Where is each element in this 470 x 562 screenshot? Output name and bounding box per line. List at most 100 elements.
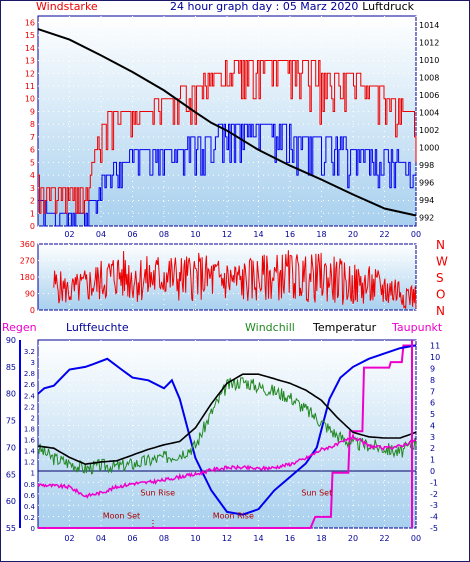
wind-tick-label: 5 xyxy=(30,158,35,167)
temperatur-label: Temperatur xyxy=(312,321,377,334)
astro-annotation: Sun Set xyxy=(301,489,332,498)
temp-tick-label: 11 xyxy=(430,342,440,351)
temp-tick-label: 8 xyxy=(430,376,435,385)
wind-tick-label: 7 xyxy=(30,133,35,142)
hour-tick-label: 10 xyxy=(190,230,200,239)
windstarke-mean-line xyxy=(38,123,416,227)
humidity-tick-label: 70 xyxy=(6,443,16,452)
windrichtung-line xyxy=(53,250,417,309)
direction-tick-label: 0 xyxy=(30,306,35,315)
pressure-tick-label: 1002 xyxy=(419,126,439,135)
temp-tick-label: 10 xyxy=(430,353,440,362)
humidity-tick-label: 85 xyxy=(6,363,16,372)
pressure-tick-label: 992 xyxy=(419,213,434,222)
windstarke-gust-line xyxy=(38,60,417,214)
rain-tick-label: 2.2 xyxy=(24,403,35,411)
astro-annotation: Moon Rise xyxy=(213,511,254,520)
temp-tick-label: 4 xyxy=(430,421,435,430)
direction-tick-label: 180 xyxy=(20,273,35,282)
taupunkt-label: Taupunkt xyxy=(391,321,443,334)
rain-tick-label: 2 xyxy=(31,414,35,422)
wind-pressure-panel: 0123456789101112131415169929949969981000… xyxy=(25,0,440,239)
hour-tick-label: 16 xyxy=(285,534,295,543)
compass-label: O xyxy=(436,288,445,302)
windstarke-label: Windstarke xyxy=(36,0,98,13)
rain-tick-label: 1.4 xyxy=(24,448,36,456)
wind-tick-label: 14 xyxy=(25,44,35,53)
temp-tick-label: 7 xyxy=(430,387,435,396)
wind-tick-label: 10 xyxy=(25,95,35,104)
regen-line xyxy=(38,344,416,529)
rain-tick-label: 2.8 xyxy=(24,370,35,378)
compass-label: N xyxy=(436,304,445,318)
wind-tick-label: 9 xyxy=(30,107,35,116)
compass-label: N xyxy=(436,238,445,252)
humidity-tick-label: 55 xyxy=(6,524,16,533)
hour-tick-label: 04 xyxy=(96,534,106,543)
chart-title: 24 hour graph day : 05 Marz 2020 xyxy=(170,0,358,13)
wind-tick-label: 12 xyxy=(25,69,35,78)
hour-tick-label: 22 xyxy=(379,230,389,239)
hour-tick-label: 16 xyxy=(285,230,295,239)
rain-tick-label: 3 xyxy=(31,359,35,367)
luftdruck-label: Luftdruck xyxy=(362,0,414,13)
rain-tick-label: 2.6 xyxy=(24,381,36,389)
hour-tick-label: 04 xyxy=(96,230,106,239)
temperatur-line xyxy=(37,373,417,466)
pressure-tick-label: 1000 xyxy=(419,143,439,152)
temp-tick-label: -2 xyxy=(430,490,438,499)
hour-tick-label: 10 xyxy=(190,534,200,543)
windchill-label: Windchill xyxy=(245,321,295,334)
humidity-tick-label: 65 xyxy=(6,470,16,479)
hour-tick-label: 02 xyxy=(64,534,74,543)
wind-tick-label: 1 xyxy=(30,209,35,218)
rain-tick-label: 0.8 xyxy=(24,481,35,489)
wind-tick-label: 13 xyxy=(25,57,35,66)
temp-tick-label: 6 xyxy=(430,399,435,408)
hour-tick-label: 08 xyxy=(159,230,169,239)
hour-tick-label: 08 xyxy=(159,534,169,543)
humidity-tick-label: 90 xyxy=(6,336,16,345)
temp-tick-label: 0 xyxy=(430,467,435,476)
hour-tick-label: 12 xyxy=(222,534,232,543)
rain-tick-label: 0.6 xyxy=(24,492,36,500)
hour-tick-label: 12 xyxy=(222,230,232,239)
rain-tick-label: 3.2 xyxy=(24,348,35,356)
wind-tick-label: 4 xyxy=(30,171,35,180)
humidity-tick-label: 80 xyxy=(6,390,16,399)
windchill-line xyxy=(37,377,417,475)
rain-tick-label: 1.8 xyxy=(24,425,35,433)
wind-tick-label: 3 xyxy=(30,184,35,193)
wind-tick-label: 2 xyxy=(30,197,35,206)
temp-tick-label: 1 xyxy=(430,456,435,465)
temp-tick-label: 5 xyxy=(430,410,435,419)
pressure-tick-label: 1008 xyxy=(419,73,439,82)
wind-tick-label: 0 xyxy=(30,222,35,231)
rain-tick-label: 2.4 xyxy=(24,392,36,400)
compass-label: S xyxy=(436,271,444,285)
direction-tick-label: 360 xyxy=(20,240,35,249)
hour-tick-label: 20 xyxy=(348,534,358,543)
wind-tick-label: 15 xyxy=(25,31,35,40)
pressure-tick-label: 1012 xyxy=(419,38,439,47)
hour-tick-label: 22 xyxy=(379,534,389,543)
pressure-tick-label: 998 xyxy=(419,161,434,170)
temp-tick-label: -3 xyxy=(430,501,438,510)
rain-tick-label: 1 xyxy=(31,470,35,478)
luftfeuchte-label: Luftfeuchte xyxy=(66,321,129,334)
hour-tick-label: 14 xyxy=(253,534,263,543)
astro-annotation: Sun Rise xyxy=(140,489,175,498)
pressure-tick-label: 1006 xyxy=(419,91,439,100)
rain-tick-label: 0.2 xyxy=(24,514,35,522)
rain-tick-label: 1.6 xyxy=(24,437,36,445)
pressure-tick-label: 1004 xyxy=(419,108,439,117)
temp-tick-label: 2 xyxy=(430,444,435,453)
rain-tick-label: 0 xyxy=(31,525,35,533)
temp-tick-label: 3 xyxy=(430,433,435,442)
direction-tick-label: 90 xyxy=(25,290,35,299)
wind-tick-label: 8 xyxy=(30,120,35,129)
pressure-tick-label: 1010 xyxy=(419,56,439,65)
luftdruck-line xyxy=(37,28,417,217)
climate-panel: -5-4-3-2-1012345678910115560657075808590… xyxy=(2,321,443,543)
wind-tick-label: 11 xyxy=(25,82,35,91)
